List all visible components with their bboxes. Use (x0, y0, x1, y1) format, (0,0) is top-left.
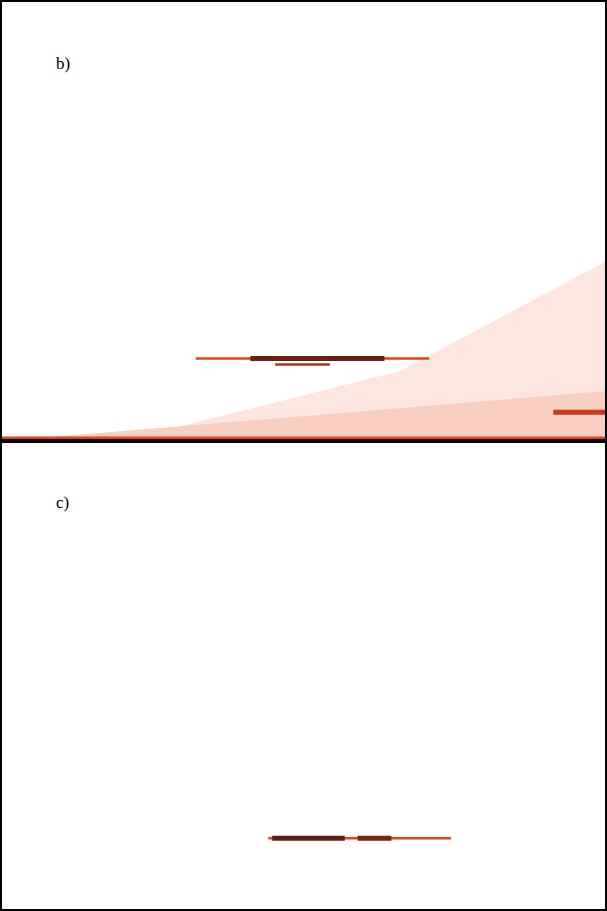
svg-text:c): c) (56, 493, 69, 512)
svg-text:b): b) (56, 54, 70, 73)
